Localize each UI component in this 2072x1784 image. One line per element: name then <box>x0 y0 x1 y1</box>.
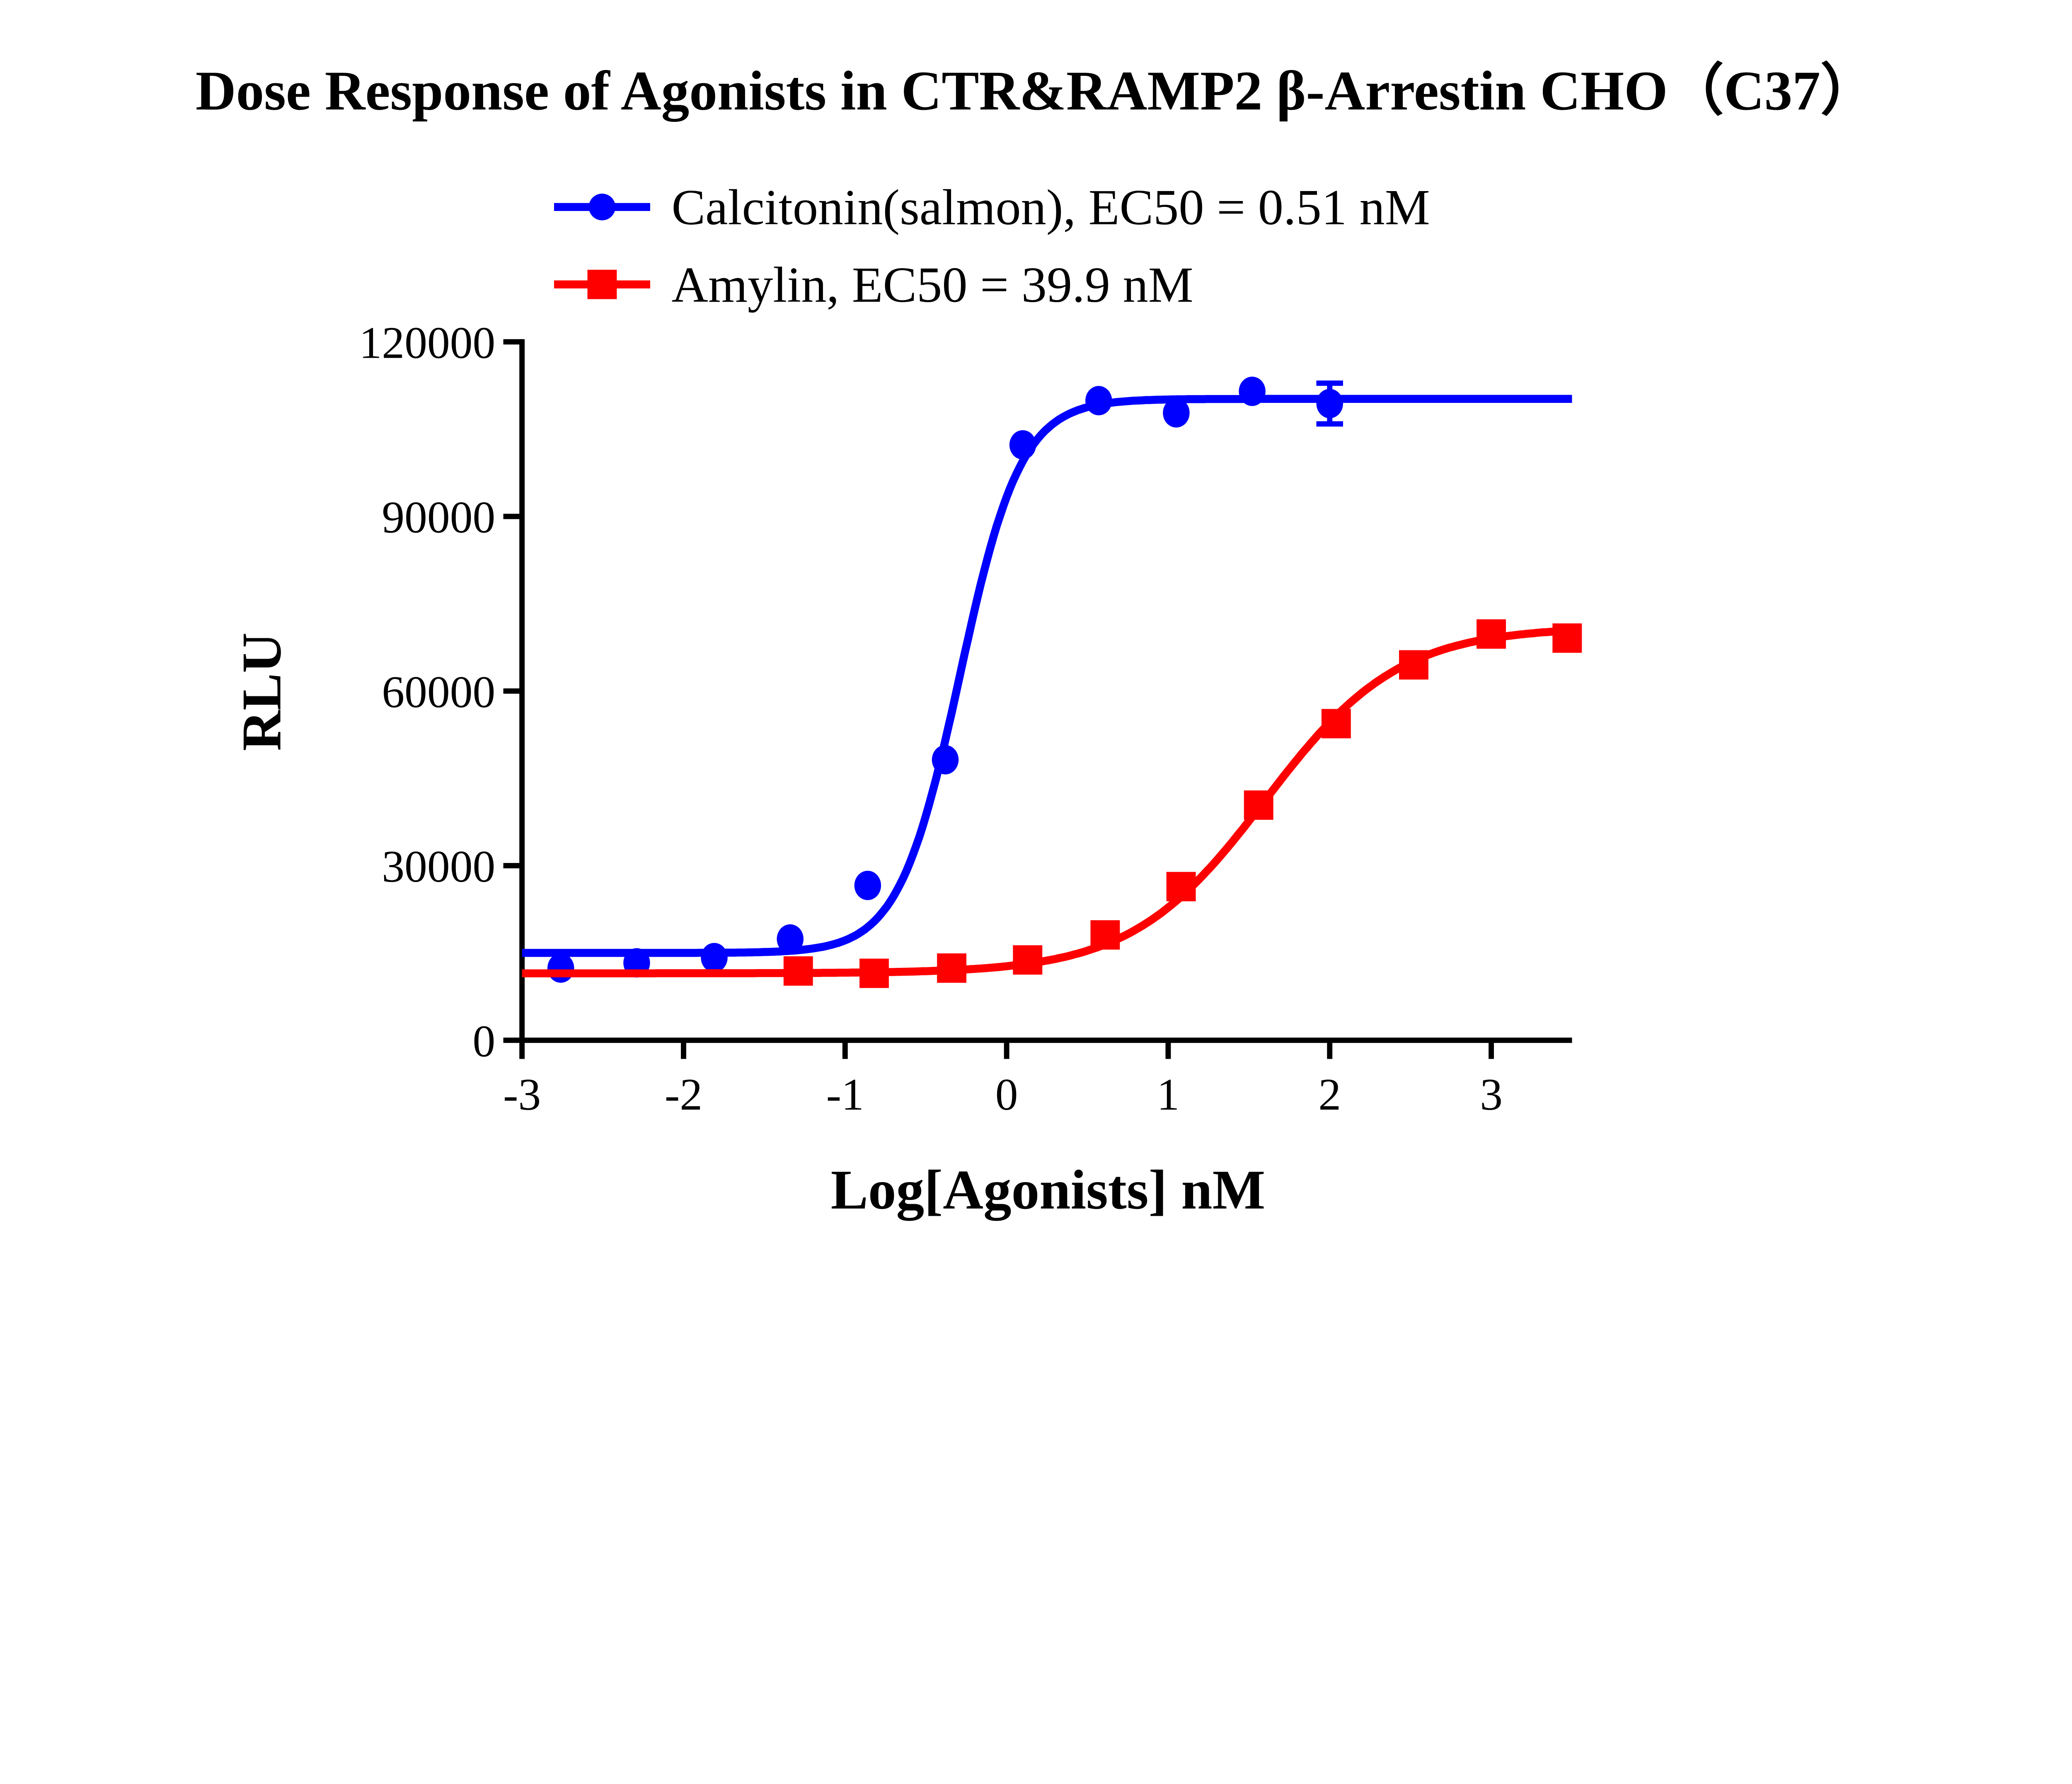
data-point <box>1085 386 1112 415</box>
chart-title: Dose Response of Agonists in CTR&RAMP2 β… <box>196 60 1876 122</box>
legend: Calcitonin(salmon), EC50 = 0.51 nM Amylin… <box>554 179 1430 313</box>
dose-response-chart: Dose Response of Agonists in CTR&RAMP2 β… <box>196 60 1876 1221</box>
data-point <box>1090 920 1120 950</box>
fit-curve-0 <box>522 395 1572 957</box>
axes: -3 -2 -1 0 1 2 3 0 30000 60000 90000 120000 <box>359 317 1572 1120</box>
data-point <box>854 870 881 900</box>
data-point <box>859 958 889 988</box>
legend-marker <box>587 269 617 299</box>
data-point <box>1166 872 1196 902</box>
x-tick-label: 0 <box>995 1069 1018 1120</box>
fit-curve-1 <box>522 626 1572 977</box>
y-tick-label: 120000 <box>359 317 496 368</box>
x-tick-label: 3 <box>1480 1069 1503 1120</box>
data-point <box>1399 650 1428 680</box>
legend-marker <box>588 194 616 221</box>
x-tick-label: -2 <box>665 1069 702 1120</box>
data-point <box>1009 430 1036 460</box>
data-point <box>701 943 728 972</box>
data-point <box>1477 619 1506 649</box>
x-tick-label: -3 <box>503 1069 541 1120</box>
data-point <box>932 745 959 775</box>
data-point <box>1552 623 1582 653</box>
y-tick-label: 30000 <box>382 841 495 892</box>
data-point <box>783 956 813 986</box>
data-point <box>1013 945 1043 975</box>
x-tick-label: -1 <box>826 1069 864 1120</box>
data-point <box>777 924 804 954</box>
data-point <box>1316 389 1343 419</box>
x-tick-label: 2 <box>1318 1069 1341 1120</box>
y-tick-label: 60000 <box>382 667 495 717</box>
x-tick-label: 1 <box>1157 1069 1180 1120</box>
data-point <box>1244 790 1273 820</box>
data-point <box>1321 709 1351 739</box>
y-axis-label: RLU <box>231 633 293 751</box>
x-axis-label: Log[Agonists] nM <box>831 1159 1266 1221</box>
y-tick-label: 90000 <box>382 492 495 543</box>
data-point <box>547 953 574 983</box>
legend-label: Amylin, EC50 = 39.9 nM <box>671 257 1193 313</box>
data-point <box>1239 376 1266 406</box>
data-point <box>1163 398 1190 428</box>
series-group <box>522 376 1582 988</box>
y-tick-label: 0 <box>472 1016 495 1066</box>
legend-label: Calcitonin(salmon), EC50 = 0.51 nM <box>671 179 1430 235</box>
data-point <box>937 953 967 983</box>
